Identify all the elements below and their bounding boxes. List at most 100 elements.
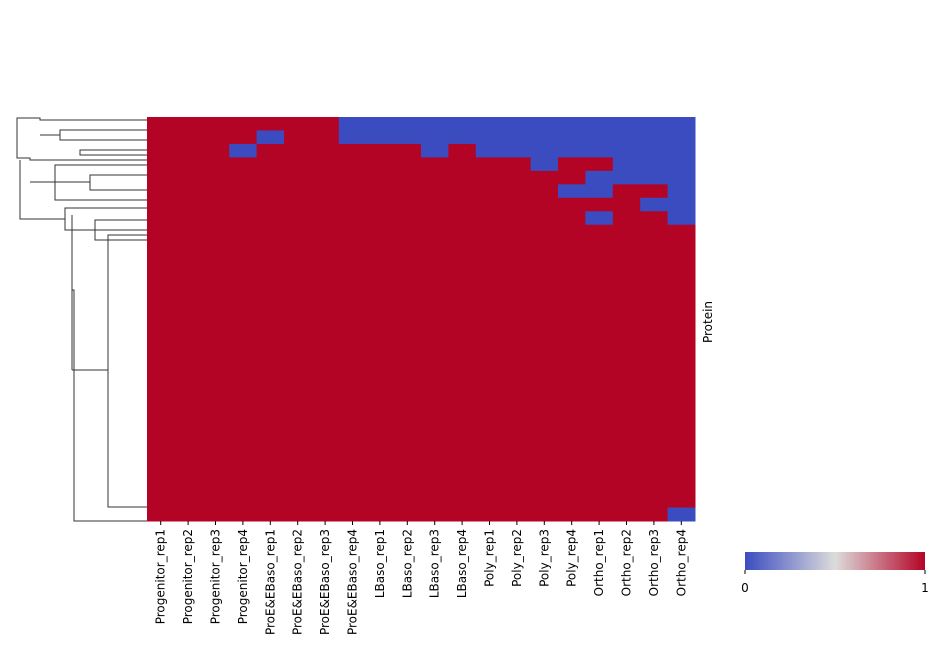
cell: [147, 224, 175, 239]
cell: [311, 170, 340, 185]
cell: [311, 319, 340, 333]
cell: [174, 130, 203, 145]
cell: [585, 372, 614, 387]
x-tick-label: Poly_rep3: [537, 529, 551, 587]
cell: [503, 305, 532, 320]
cell: [256, 211, 285, 226]
cell: [311, 184, 340, 199]
cell: [503, 359, 532, 374]
cell: [475, 238, 504, 253]
cell: [338, 426, 367, 441]
cell: [147, 292, 175, 307]
cell: [667, 117, 696, 131]
cell: [201, 467, 230, 482]
cell: [256, 130, 285, 145]
cell: [201, 440, 230, 455]
cell: [475, 372, 504, 387]
cell: [503, 345, 532, 360]
cell: [530, 494, 559, 509]
cell: [421, 319, 449, 333]
cell: [338, 413, 367, 428]
cell: [421, 440, 449, 455]
cell: [612, 440, 641, 455]
cell: [174, 467, 203, 482]
cell: [530, 467, 559, 482]
cell: [421, 197, 449, 212]
cell: [284, 494, 312, 509]
cell: [366, 480, 395, 495]
cell: [558, 507, 586, 522]
cell: [147, 278, 175, 293]
cell: [201, 157, 230, 172]
cell: [640, 197, 669, 212]
cell: [229, 238, 258, 253]
cell: [640, 292, 669, 307]
cell: [667, 265, 696, 280]
cell: [366, 386, 395, 401]
cell: [503, 224, 532, 239]
cell: [558, 319, 586, 333]
cell: [558, 130, 586, 145]
cell: [530, 440, 559, 455]
cell: [612, 184, 641, 199]
cell: [147, 157, 175, 172]
cell: [448, 467, 477, 482]
x-tick-label: Progenitor_rep4: [236, 529, 250, 624]
cell: [256, 372, 285, 387]
cell: [558, 372, 586, 387]
cell: [311, 413, 340, 428]
x-tick-label: ProE&EBaso_rep1: [263, 529, 277, 635]
cell: [284, 143, 312, 158]
cell: [640, 278, 669, 293]
cell: [174, 251, 203, 266]
cell: [338, 117, 367, 131]
x-tick-label: Ortho_rep3: [647, 529, 661, 596]
cell: [393, 143, 422, 158]
cell: [174, 440, 203, 455]
cell: [640, 224, 669, 239]
cell: [530, 238, 559, 253]
cell: [585, 345, 614, 360]
cell: [338, 372, 367, 387]
cell: [311, 345, 340, 360]
cell: [503, 440, 532, 455]
cell: [640, 170, 669, 185]
cell: [530, 453, 559, 468]
x-tick-label: ProE&EBaso_rep2: [291, 529, 305, 635]
cell: [366, 265, 395, 280]
cell: [393, 426, 422, 441]
cell: [311, 251, 340, 266]
cell: [284, 453, 312, 468]
cell: [475, 480, 504, 495]
cell: [366, 251, 395, 266]
cell: [421, 494, 449, 509]
cell: [147, 345, 175, 360]
colorbar-tick-label: 1: [921, 581, 929, 595]
cell: [475, 292, 504, 307]
cell: [366, 292, 395, 307]
cell: [147, 211, 175, 226]
x-tick-label: Progenitor_rep1: [154, 529, 168, 624]
cell: [448, 170, 477, 185]
cell: [366, 399, 395, 414]
cell: [229, 319, 258, 333]
cell: [448, 426, 477, 441]
cell: [147, 467, 175, 482]
cell: [640, 143, 669, 158]
cell: [174, 238, 203, 253]
cell: [311, 278, 340, 293]
cell: [448, 197, 477, 212]
cell: [256, 305, 285, 320]
cell: [229, 143, 258, 158]
cell: [366, 440, 395, 455]
cell: [585, 197, 614, 212]
cell: [201, 332, 230, 347]
cell: [311, 292, 340, 307]
cell: [640, 157, 669, 172]
cell: [338, 265, 367, 280]
cell: [585, 238, 614, 253]
cell: [338, 278, 367, 293]
cell: [338, 224, 367, 239]
cell: [475, 359, 504, 374]
